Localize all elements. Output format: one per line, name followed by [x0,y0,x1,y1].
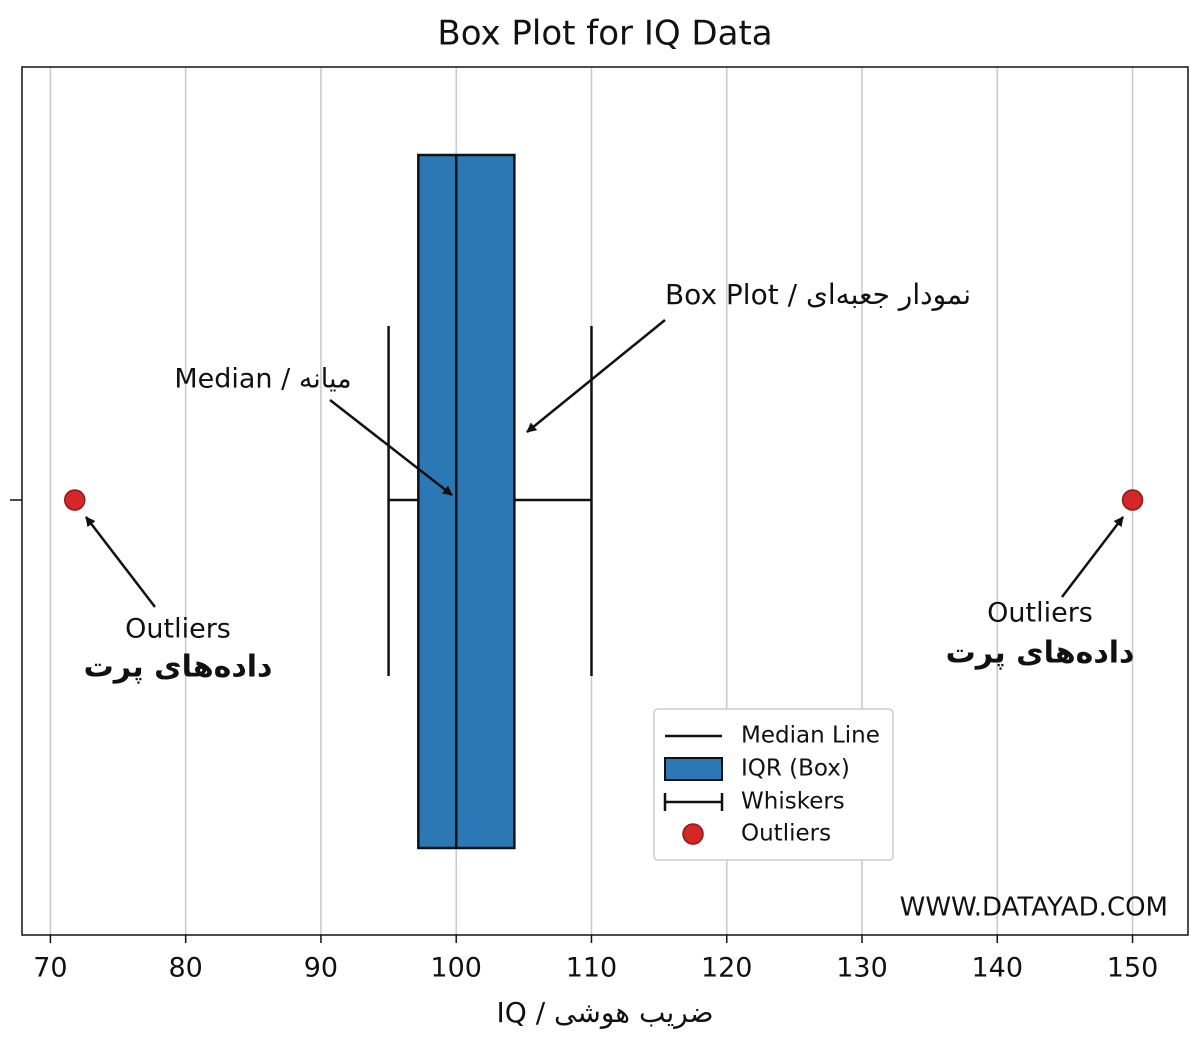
outlier [1121,489,1144,511]
x-tick-label: 70 [33,953,67,984]
annotation: Median / میانه [174,364,351,395]
annotation-arrow [329,399,453,496]
legend-symbol [682,823,704,845]
x-tick-label: 90 [304,953,338,984]
annotation: داده‌های پرت [946,636,1135,671]
plot-frame [21,66,1189,936]
annotation: Outliers [987,598,1093,629]
x-tick-label: 140 [972,953,1024,984]
iqr-box [417,153,516,850]
legend-label: Outliers [741,821,831,847]
annotation-arrow [85,516,156,608]
annotation: داده‌های پرت [84,650,273,685]
x-tick-label: 100 [430,953,482,984]
chart-title: Box Plot for IQ Data [437,14,772,54]
legend-label: Median Line [741,723,880,749]
outlier [64,489,86,511]
legend-label: Whiskers [741,789,845,815]
legend-label: IQR (Box) [741,756,850,782]
legend-symbol [664,757,723,781]
legend-symbol [663,793,724,811]
watermark: WWW.DATAYAD.COM [900,893,1168,923]
legend-frame [653,708,894,861]
x-axis-label: IQ / ضریب هوشی [497,996,714,1029]
x-tick-label: 150 [1107,953,1159,984]
x-tick-label: 110 [566,953,618,984]
annotation: Outliers [125,614,231,645]
annotation-arrow [1061,516,1124,598]
annotation: Box Plot / نمودار جعبه‌ای [665,278,971,311]
x-tick-label: 80 [168,953,202,984]
x-tick-label: 130 [836,953,888,984]
x-tick-label: 120 [701,953,753,984]
annotation-arrow [526,319,666,433]
